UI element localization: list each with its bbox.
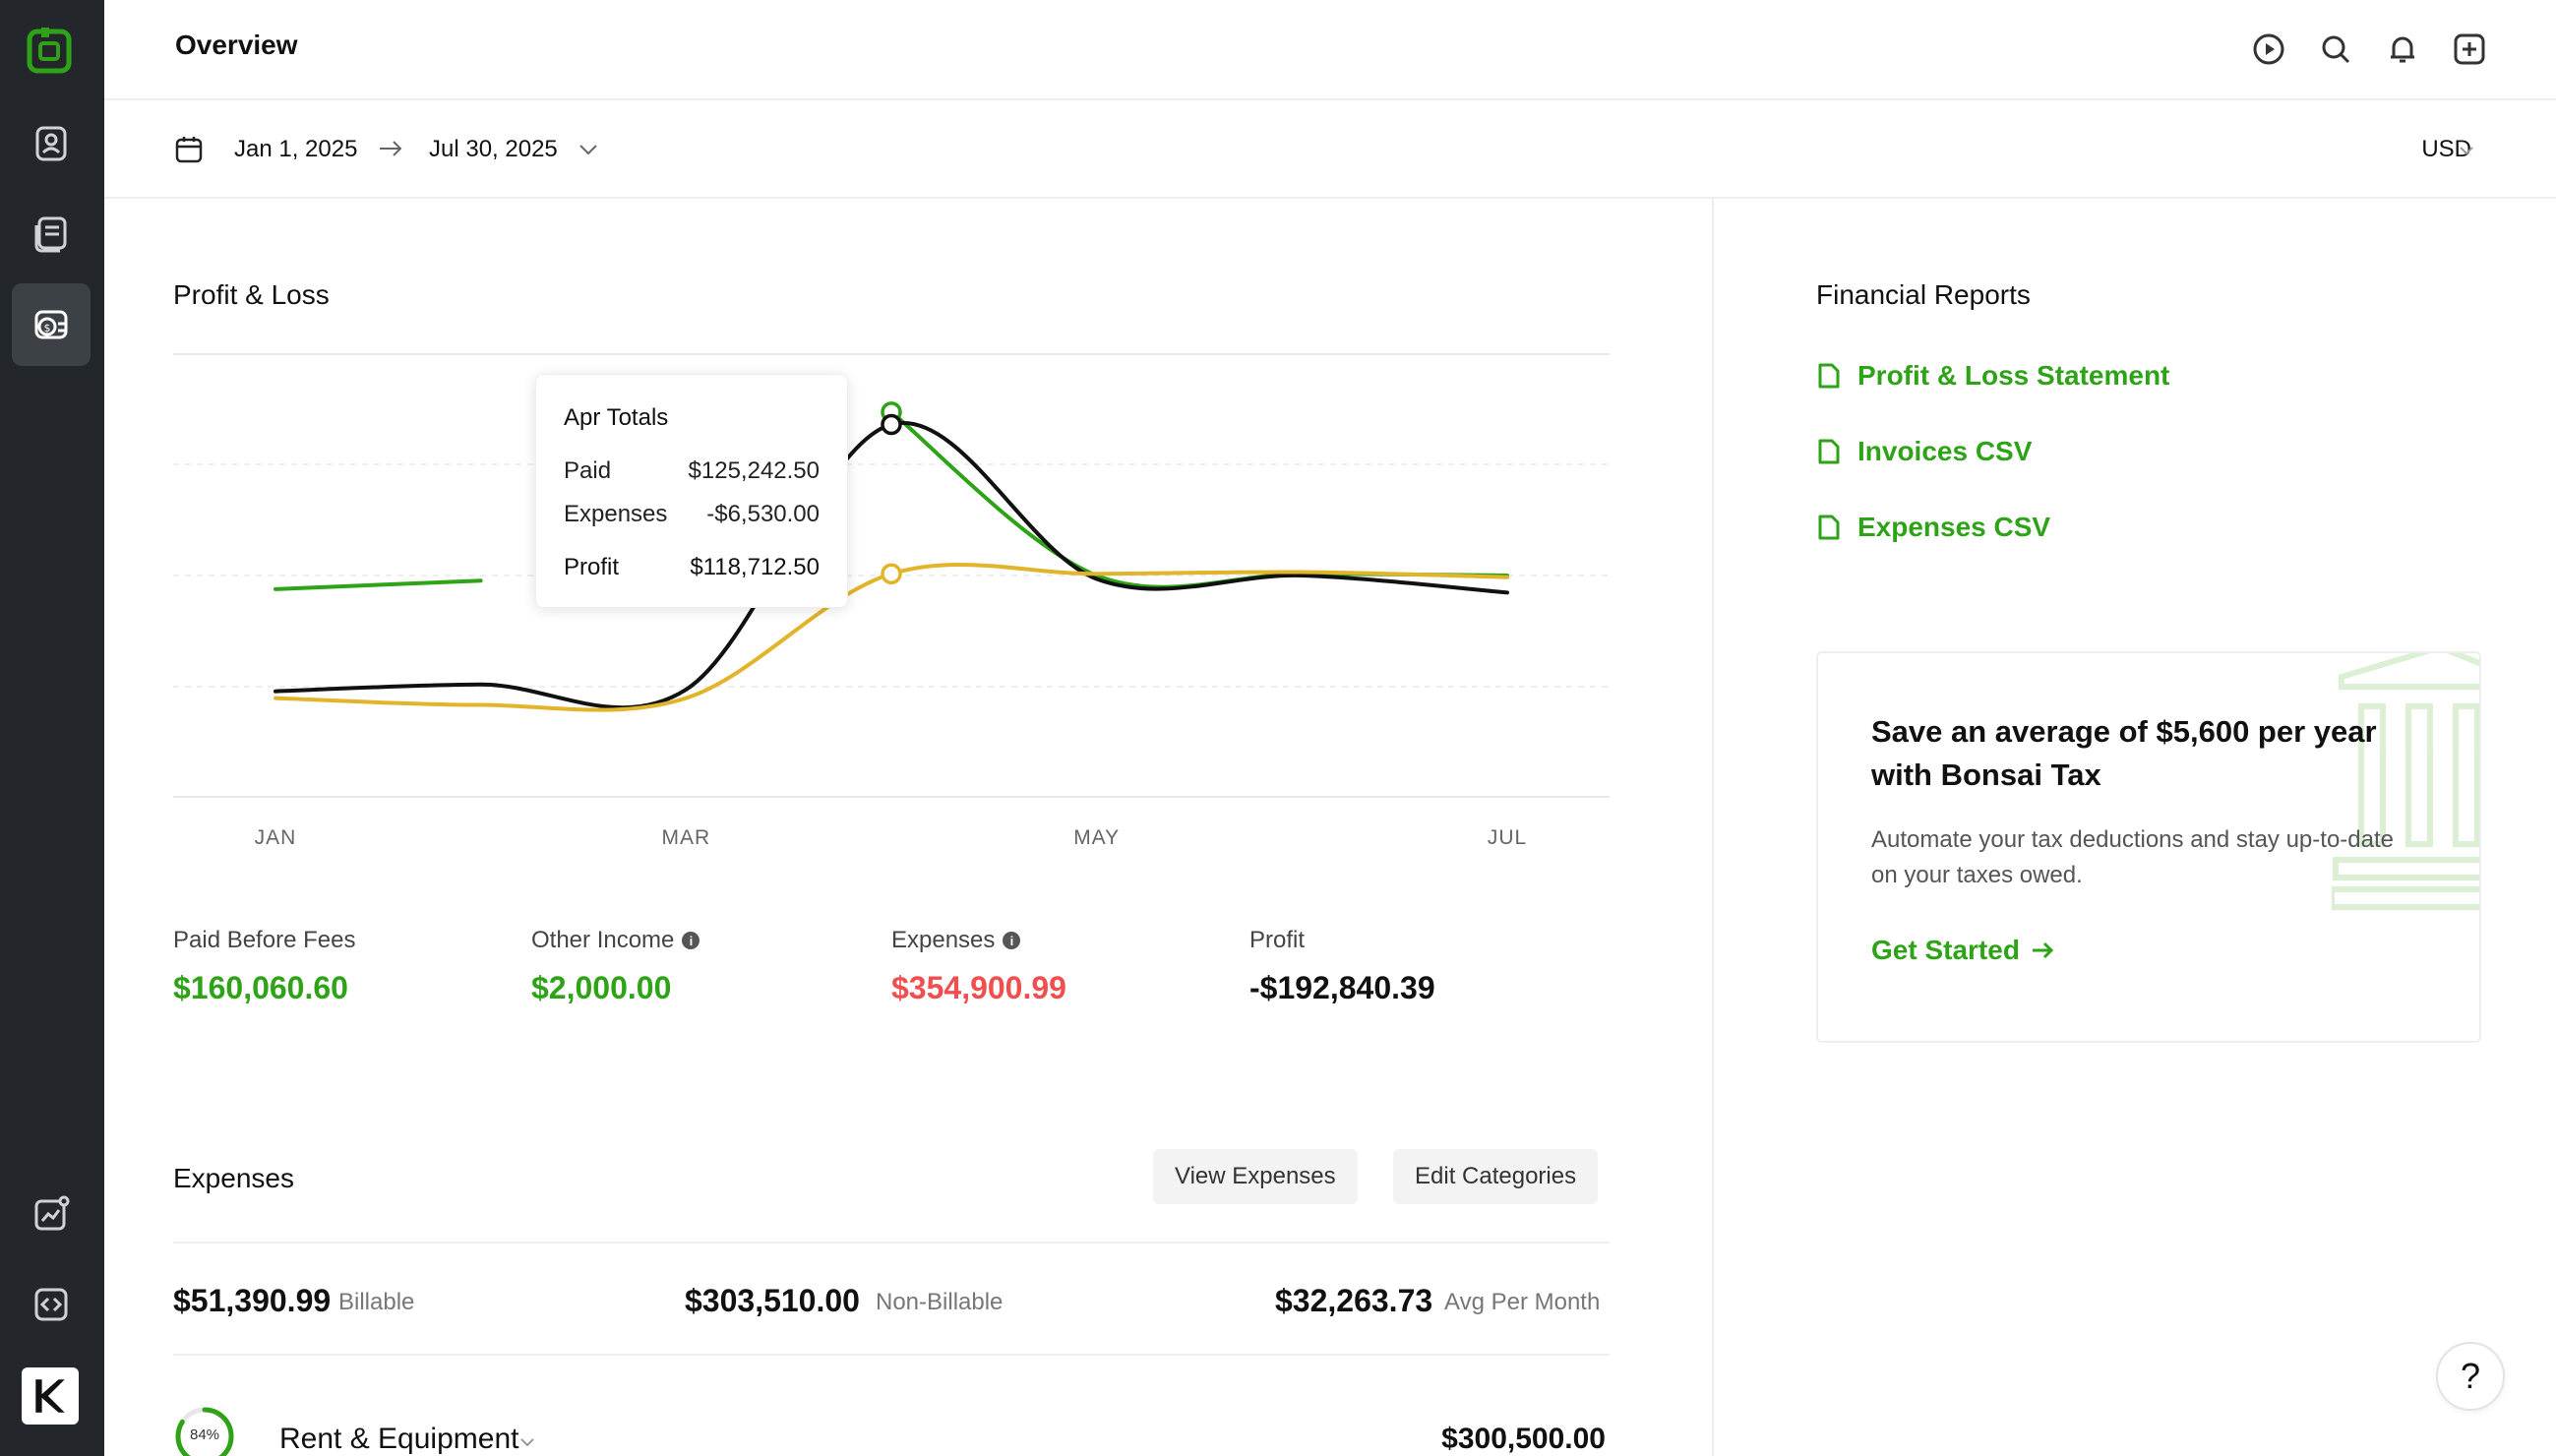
- contacts-icon: [35, 126, 67, 161]
- add-icon[interactable]: [2448, 28, 2491, 71]
- stat-value-expenses: $354,900.99: [891, 970, 1066, 1005]
- get-started-label: Get Started: [1871, 935, 2020, 965]
- report-link-label: Invoices CSV: [1857, 436, 2033, 466]
- stat-label-paid: Paid Before Fees: [173, 927, 355, 954]
- svg-text:$: $: [44, 322, 51, 334]
- finance-icon: $: [34, 310, 68, 339]
- sidebar: $: [0, 0, 104, 1456]
- tooltip-paid-row: Paid $125,242.50: [564, 457, 820, 485]
- arrow-right-icon: [2032, 941, 2054, 959]
- chart-tooltip: Apr Totals Paid $125,242.50 Expenses -$6…: [535, 374, 848, 608]
- panel-divider: [1712, 199, 1714, 1456]
- category-percent: 84%: [189, 1426, 220, 1443]
- stat-label-profit: Profit: [1249, 927, 1305, 954]
- stat-value-other-income: $2,000.00: [531, 970, 672, 1005]
- tax-promo-card: Save an average of $5,600 per year with …: [1816, 651, 2481, 1043]
- chevron-down-icon[interactable]: [517, 1432, 537, 1452]
- report-link-label: Expenses CSV: [1857, 512, 2051, 542]
- report-link-profit-loss[interactable]: Profit & Loss Statement: [1816, 360, 2169, 392]
- bank-building-icon: [2332, 653, 2479, 910]
- help-button[interactable]: ?: [2436, 1342, 2505, 1411]
- view-expenses-button[interactable]: View Expenses: [1153, 1149, 1358, 1204]
- divider: [173, 1354, 1610, 1356]
- documents-icon: [34, 216, 67, 253]
- series-line-2: [274, 562, 1509, 712]
- profit-loss-chart-svg: JAN MAR MAY JUL: [173, 353, 1610, 849]
- stat-label-other-income-text: Other Income: [531, 927, 675, 953]
- file-icon: [1818, 363, 1840, 389]
- bonsai-logo-icon[interactable]: [26, 24, 77, 75]
- billable-label: Billable: [338, 1289, 415, 1315]
- analytics-icon: [34, 1195, 70, 1231]
- play-icon[interactable]: [2247, 28, 2290, 71]
- report-link-expenses-csv[interactable]: Expenses CSV: [1816, 512, 2050, 543]
- date-range-bar: Jan 1, 2025 Jul 30, 2025 USD: [104, 100, 2556, 199]
- report-link-label: Profit & Loss Statement: [1857, 360, 2170, 391]
- category-amount: $300,500.00: [1441, 1423, 1606, 1455]
- file-icon: [1818, 439, 1840, 464]
- tooltip-profit-value: $118,712.50: [690, 554, 820, 580]
- category-progress-ring: [175, 1407, 234, 1456]
- divider: [173, 1242, 1610, 1244]
- expenses-title: Expenses: [173, 1163, 294, 1193]
- sidebar-item-integrations[interactable]: [12, 1263, 91, 1346]
- promo-title: Save an average of $5,600 per year with …: [1871, 714, 2377, 792]
- stat-label-other-income: Other Income i: [531, 927, 700, 954]
- file-icon: [1818, 515, 1840, 540]
- report-link-invoices-csv[interactable]: Invoices CSV: [1816, 436, 2032, 467]
- nonbillable-label: Non-Billable: [876, 1289, 1004, 1315]
- sidebar-item-clients[interactable]: [12, 102, 91, 185]
- get-started-link[interactable]: Get Started: [1871, 935, 2055, 966]
- x-tick-label: JUL: [1488, 826, 1527, 849]
- sidebar-item-analytics[interactable]: [12, 1173, 91, 1255]
- nonbillable-amount: $303,510.00: [685, 1283, 860, 1318]
- code-icon: [34, 1288, 68, 1321]
- series-line-0: [889, 409, 1509, 589]
- series-line-0: [274, 578, 483, 591]
- promo-description: Automate your tax deductions and stay up…: [1871, 826, 2394, 888]
- bell-icon[interactable]: [2381, 28, 2424, 71]
- stat-label-profit-text: Profit: [1249, 927, 1306, 953]
- tooltip-expenses-row: Expenses -$6,530.00: [564, 501, 820, 528]
- search-icon[interactable]: [2314, 28, 2357, 71]
- tooltip-profit-row: Profit $118,712.50: [564, 554, 820, 581]
- profit-loss-chart: JAN MAR MAY JUL: [173, 353, 1610, 849]
- workspace-logo-icon[interactable]: [22, 1367, 79, 1425]
- tooltip-expenses-label: Expenses: [564, 501, 668, 527]
- x-tick-label: MAY: [1073, 826, 1120, 849]
- tooltip-title: Apr Totals: [564, 404, 669, 431]
- sidebar-item-documents[interactable]: [12, 193, 91, 275]
- tooltip-paid-label: Paid: [564, 457, 612, 484]
- start-date[interactable]: Jan 1, 2025: [234, 136, 358, 162]
- stat-value-paid: $160,060.60: [173, 970, 348, 1005]
- calendar-icon[interactable]: [173, 134, 205, 165]
- end-date[interactable]: Jul 30, 2025: [429, 136, 558, 162]
- avg-amount: $32,263.73: [1275, 1283, 1433, 1318]
- stat-label-expenses-text: Expenses: [891, 927, 996, 953]
- top-bar: Overview: [104, 0, 2556, 100]
- profit-loss-title: Profit & Loss: [173, 279, 330, 310]
- tooltip-profit-label: Profit: [564, 554, 620, 580]
- info-icon[interactable]: i: [682, 932, 700, 949]
- tooltip-paid-value: $125,242.50: [688, 457, 820, 484]
- sidebar-item-finance[interactable]: $: [12, 283, 91, 366]
- highlight-point-1: [881, 413, 902, 436]
- info-icon[interactable]: i: [1003, 932, 1021, 949]
- edit-categories-button[interactable]: Edit Categories: [1393, 1149, 1599, 1204]
- billable-amount: $51,390.99: [173, 1283, 332, 1318]
- stat-value-profit: -$192,840.39: [1249, 970, 1435, 1005]
- stat-label-expenses: Expenses i: [891, 927, 1021, 954]
- tooltip-expenses-value: -$6,530.00: [706, 501, 820, 527]
- chevron-down-icon[interactable]: [577, 138, 600, 161]
- x-tick-label: JAN: [255, 826, 297, 849]
- page-title: Overview: [175, 30, 298, 60]
- x-tick-label: MAR: [661, 826, 710, 849]
- stat-label-paid-text: Paid Before Fees: [173, 927, 356, 953]
- financial-reports-title: Financial Reports: [1816, 279, 2031, 310]
- avg-label: Avg Per Month: [1444, 1289, 1601, 1315]
- currency-chevron-down-icon[interactable]: [2458, 142, 2475, 159]
- arrow-right-icon: [380, 141, 402, 156]
- highlight-point-2: [881, 563, 902, 585]
- category-name[interactable]: Rent & Equipment: [279, 1423, 519, 1455]
